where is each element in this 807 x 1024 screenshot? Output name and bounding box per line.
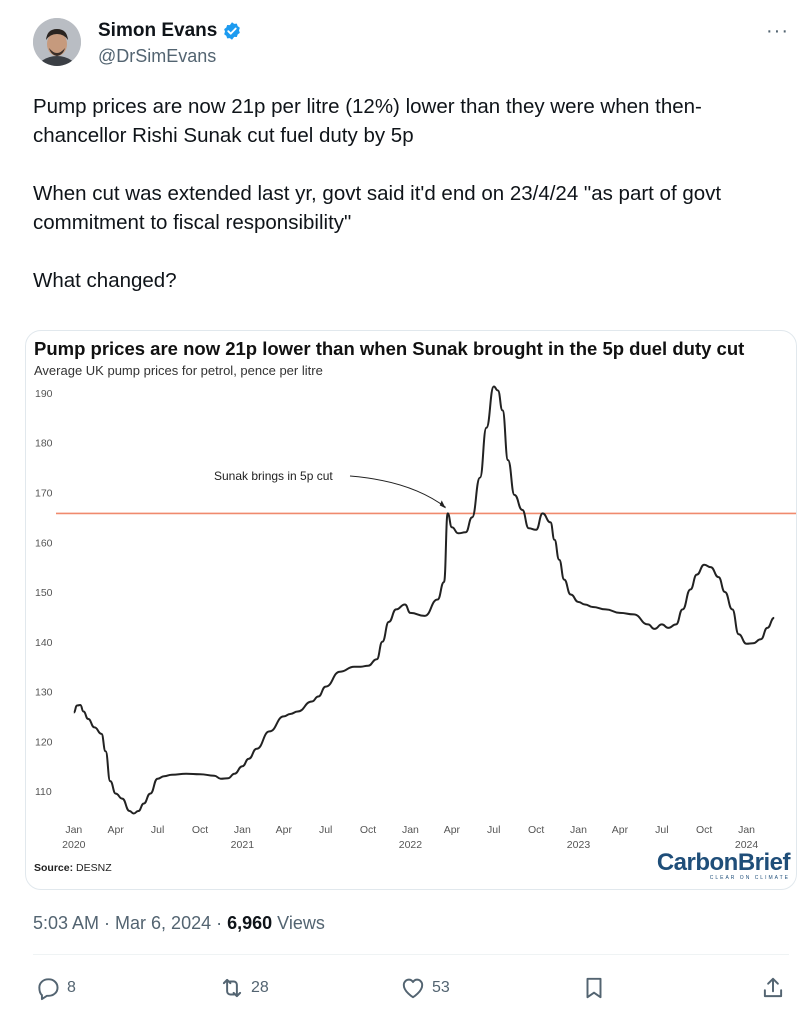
chart: 110 120 130 140 150 160 170 180 190 Jan 2020 Apr Jul…	[35, 385, 796, 851]
meta-separator: ·	[99, 913, 116, 933]
annotation-label: Sunak brings in 5p cut	[214, 469, 333, 483]
avatar[interactable]	[33, 18, 81, 66]
x-tick-year-label: 2022	[399, 839, 423, 851]
y-tick-label: 120	[35, 736, 53, 748]
chart-title: Pump prices are now 21p lower than when …	[34, 338, 745, 359]
brand-name: CarbonBrief	[656, 849, 791, 876]
x-tick-label: Jul	[151, 824, 164, 836]
tweet-time[interactable]: 5:03 AM	[33, 913, 100, 933]
reply-count: 8	[67, 979, 76, 996]
x-tick-label: Apr	[612, 824, 629, 836]
x-tick-year-label: 2021	[231, 839, 255, 851]
y-tick-label: 110	[35, 786, 52, 798]
share-button[interactable]	[760, 975, 786, 1001]
reply-icon	[38, 978, 59, 1001]
x-tick-label: Jul	[655, 824, 668, 836]
y-tick-label: 140	[35, 637, 53, 649]
x-tick-label: Oct	[360, 824, 376, 836]
repost-icon	[222, 978, 242, 998]
x-tick-label: Jan	[234, 824, 251, 836]
verified-badge-icon	[224, 22, 241, 40]
heart-icon	[402, 978, 424, 999]
y-tick-label: 170	[35, 487, 53, 499]
annotation-arrowhead	[439, 500, 446, 509]
y-tick-label: 160	[35, 537, 53, 549]
x-tick-label: Apr	[108, 824, 125, 836]
avatar-image	[33, 18, 81, 66]
more-options-icon[interactable]: ···	[766, 20, 789, 42]
chart-source: Source: DESNZ	[34, 862, 112, 874]
tweet-paragraph: When cut was extended last yr, govt said…	[33, 182, 722, 234]
like-button[interactable]: 53	[400, 975, 450, 1001]
author-name[interactable]: Simon Evans	[98, 20, 242, 42]
x-tick-year-label: 2023	[567, 839, 591, 851]
x-tick-label: Jan	[570, 824, 587, 836]
x-tick-label: Jul	[487, 824, 500, 836]
reply-button[interactable]: 8	[35, 975, 76, 1001]
x-tick-label: Jan	[65, 824, 82, 836]
tweet-date[interactable]: Mar 6, 2024	[115, 913, 212, 933]
y-tick-label: 180	[35, 438, 53, 450]
x-tick-label: Jul	[319, 824, 332, 836]
x-tick-label: Oct	[696, 824, 712, 836]
x-tick-label: Apr	[444, 824, 461, 836]
y-tick-label: 150	[35, 587, 53, 599]
bookmark-icon	[586, 977, 602, 999]
author-name-text: Simon Evans	[98, 20, 218, 41]
repost-count: 28	[251, 979, 269, 996]
tweet-media-image[interactable]: 110 120 130 140 150 160 170 180 190 Jan 2020 Apr Jul…	[25, 330, 797, 890]
like-count: 53	[432, 979, 450, 996]
y-tick-label: 130	[35, 687, 53, 699]
x-tick-label: Oct	[528, 824, 544, 836]
x-tick-label: Apr	[276, 824, 293, 836]
x-tick-year-label: 2024	[735, 839, 759, 851]
tweet-meta: 5:03 AM · Mar 6, 2024 · 6,960 Views	[33, 913, 325, 934]
meta-separator: ·	[211, 913, 228, 933]
x-tick-label: Jan	[738, 824, 755, 836]
price-series-line	[73, 385, 775, 815]
author-handle[interactable]: @DrSimEvans	[98, 46, 217, 66]
views-count: 6,960	[227, 913, 273, 933]
brand-tagline: CLEAR ON CLIMATE	[709, 875, 790, 881]
share-icon	[763, 977, 783, 998]
divider	[33, 954, 789, 955]
tweet-paragraph: Pump prices are now 21p per litre (12%) …	[33, 95, 702, 147]
chart-subtitle: Average UK pump prices for petrol, pence…	[34, 363, 323, 378]
carbonbrief-logo: CarbonBrief CLEAR ON CLIMATE	[656, 849, 791, 882]
tweet-paragraph: What changed?	[33, 269, 177, 292]
tweet-text: Pump prices are now 21p per litre (12%) …	[33, 92, 793, 324]
y-tick-label: 190	[35, 388, 53, 400]
bookmark-button[interactable]	[581, 975, 607, 1001]
repost-button[interactable]: 28	[219, 975, 269, 1001]
x-tick-label: Oct	[192, 824, 208, 836]
tweet-actions: 8 28 53	[33, 975, 789, 1009]
source-value: DESNZ	[76, 862, 112, 874]
x-tick-year-label: 2020	[62, 839, 86, 851]
x-tick-label: Jan	[402, 824, 419, 836]
annotation-arrow	[349, 475, 447, 508]
views-label: Views	[272, 913, 325, 933]
source-label: Source:	[34, 862, 74, 874]
